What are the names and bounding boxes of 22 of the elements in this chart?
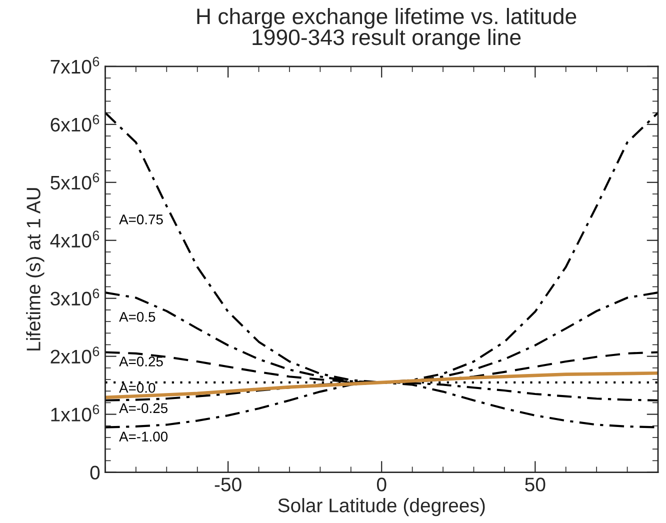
line-series (105, 371, 658, 400)
y-tick-label: 4x10$^{6}$ (50, 230, 100, 248)
y-tick-label: 3x10$^{6}$ (50, 288, 100, 306)
x-tick-label: 0 (376, 478, 386, 492)
series-label: A=0.5 (119, 312, 156, 322)
x-axis-title: Solar Latitude (degrees) (278, 498, 485, 516)
y-tick-label: 7x10$^{6}$ (50, 56, 100, 74)
chart-subtitle: 1990-343 result orange line (252, 28, 521, 50)
x-tick-label: -50 (214, 478, 242, 492)
series-label: A=0.75 (119, 214, 163, 224)
y-tick-label: 2x10$^{6}$ (50, 346, 100, 364)
y-axis-title: Lifetime (s) at 1 AU (26, 188, 44, 350)
x-tick-label: 50 (525, 478, 546, 492)
series-label: A=0.25 (119, 356, 163, 366)
y-tick-label: 6x10$^{6}$ (50, 114, 100, 132)
y-tick-label: 1x10$^{6}$ (51, 404, 100, 422)
series-label: A=-1.00 (119, 432, 168, 442)
y-tick-label: 0 (90, 466, 100, 480)
series-label: A=-0.25 (119, 403, 168, 414)
y-tick-label: 5x10$^{6}$ (50, 172, 100, 190)
chart-title: H charge exchange lifetime vs. latitude (197, 8, 576, 29)
series-label: A=0.0 (119, 382, 156, 393)
